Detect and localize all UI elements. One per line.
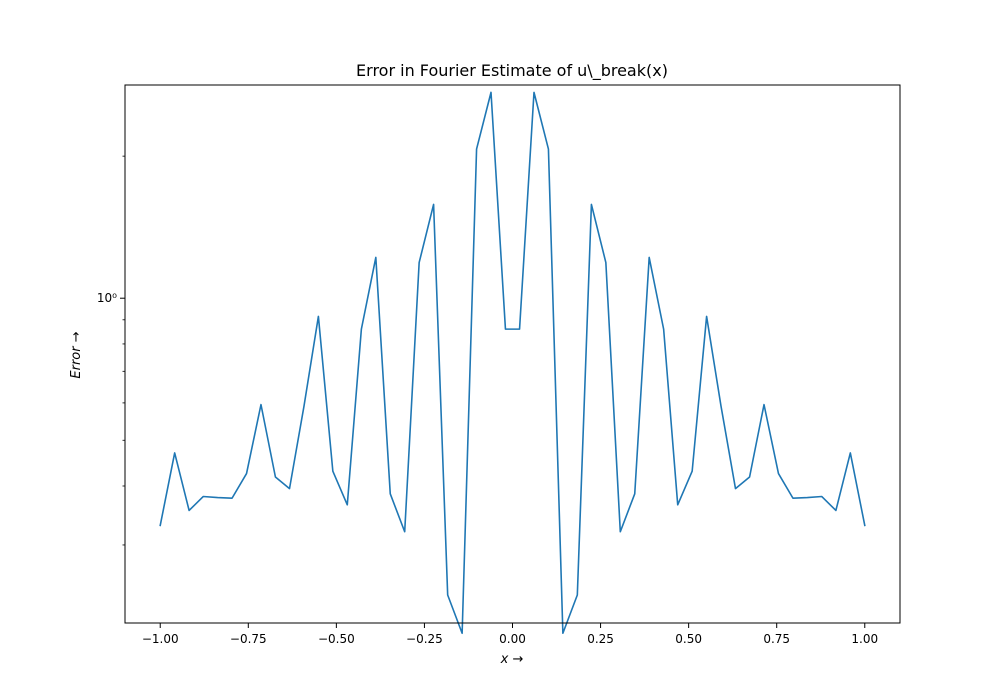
y-axis: 10⁰ — [97, 155, 125, 546]
series-line-0 — [159, 91, 866, 635]
x-tick-label: −0.50 — [318, 632, 355, 646]
x-tick-label: 0.00 — [499, 632, 526, 646]
x-tick-label: 0.25 — [587, 632, 614, 646]
x-tick-label: 0.50 — [675, 632, 702, 646]
x-axis-label: x → — [500, 652, 524, 667]
x-tick-label: −1.00 — [142, 632, 179, 646]
chart-title: Error in Fourier Estimate of u\_break(x) — [356, 61, 668, 81]
x-axis: −1.00 −0.75 −0.50 −0.25 0.00 0.25 0.50 0.75 1.00 — [142, 623, 878, 646]
plot-area — [124, 84, 901, 635]
x-tick-label: 0.75 — [763, 632, 790, 646]
axes-frame — [124, 84, 901, 624]
x-tick-label: −0.25 — [406, 632, 443, 646]
y-tick-label: 10⁰ — [97, 291, 117, 305]
x-tick-label: −0.75 — [230, 632, 267, 646]
x-tick-label: 1.00 — [851, 632, 878, 646]
y-axis-label: Error → — [69, 331, 84, 378]
